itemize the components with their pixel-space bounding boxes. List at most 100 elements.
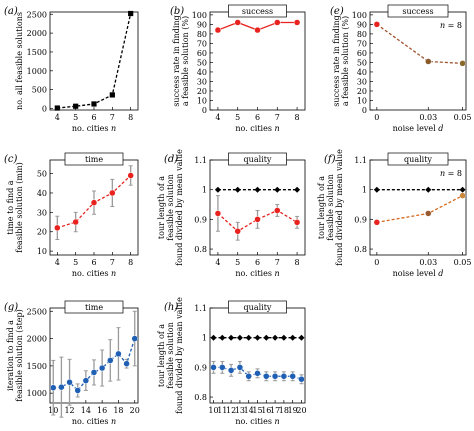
x-tick-label: 7 bbox=[275, 258, 280, 267]
title-box bbox=[228, 4, 287, 18]
x-tick-label: 0.03 bbox=[419, 258, 437, 267]
data-point bbox=[107, 357, 114, 364]
y-axis-label: tour length of afeasible solutionfound d… bbox=[317, 149, 344, 266]
series-0 bbox=[373, 21, 466, 67]
title-box-label: time bbox=[85, 155, 103, 164]
x-tick-label: 18 bbox=[279, 406, 289, 415]
data-point bbox=[214, 210, 222, 217]
y-tick-label: 0.8 bbox=[354, 245, 367, 254]
x-tick-label: 5 bbox=[235, 258, 240, 267]
title-box-label: time bbox=[85, 303, 103, 312]
y-tick-label: 1.1 bbox=[194, 304, 207, 313]
x-tick-label: 14 bbox=[244, 406, 254, 415]
y-tick-label: 0.9 bbox=[194, 363, 207, 372]
x-axis-label: noise level d bbox=[393, 124, 444, 133]
data-point bbox=[131, 335, 138, 342]
data-point bbox=[236, 334, 243, 341]
x-tick-label: 7 bbox=[275, 113, 280, 122]
panel-c: (c) 4 5 6 7 8 10 20 30 40 50 no. cities n time to fi… bbox=[4, 152, 139, 278]
plot-frame bbox=[209, 11, 306, 111]
data-point bbox=[373, 219, 381, 226]
x-tick-label: 0 bbox=[374, 113, 379, 122]
x-tick-label: 20 bbox=[296, 406, 306, 415]
annotation: n = 8 bbox=[440, 169, 462, 178]
y-tick-label: 10 bbox=[357, 96, 367, 105]
x-tick-label: 6 bbox=[255, 258, 260, 267]
data-point bbox=[459, 186, 466, 193]
data-point bbox=[73, 103, 79, 109]
y-tick-label: 60 bbox=[357, 49, 367, 58]
series-1 bbox=[373, 192, 466, 226]
data-point bbox=[459, 60, 466, 67]
x-tick-label: 8 bbox=[295, 258, 300, 267]
data-point bbox=[91, 101, 97, 107]
y-axis-label: tour length of afeasible solutionfound d… bbox=[157, 297, 184, 414]
series-1 bbox=[210, 360, 305, 385]
x-tick-label: 20 bbox=[130, 406, 140, 415]
data-point bbox=[127, 172, 134, 179]
panel-e: (e)0 0.03 0.050102030405060708090100noise … bbox=[330, 4, 471, 133]
data-point bbox=[280, 373, 288, 380]
data-point bbox=[254, 334, 261, 341]
y-tick-label: 70 bbox=[357, 39, 367, 48]
y-tick-label: 2500 bbox=[27, 307, 47, 316]
y-axis-label: time to find afeasible solution (min) bbox=[6, 162, 24, 253]
y-tick-label: 10 bbox=[197, 96, 207, 105]
annotation: n = 8 bbox=[440, 21, 462, 30]
data-point bbox=[54, 224, 61, 232]
panel-label: (d) bbox=[164, 154, 178, 165]
data-point bbox=[298, 376, 305, 383]
data-point bbox=[74, 387, 81, 394]
y-tick-label: 70 bbox=[197, 39, 207, 48]
y-axis-label: success rate in findinga feasible soluti… bbox=[332, 15, 350, 107]
plot-frame bbox=[209, 159, 306, 256]
y-tick-label: 0 bbox=[362, 106, 367, 115]
y-tick-label: 1.1 bbox=[354, 156, 367, 165]
series-0 bbox=[214, 186, 301, 193]
x-tick-label: 5 bbox=[73, 113, 78, 122]
y-tick-label: 50 bbox=[37, 170, 47, 179]
x-axis-label: no. cities n bbox=[72, 417, 116, 426]
data-point bbox=[90, 199, 98, 206]
y-tick-label: 1.1 bbox=[194, 156, 207, 165]
y-tick-label: 100 bbox=[192, 11, 207, 20]
plot-frame bbox=[49, 11, 139, 111]
data-point bbox=[274, 19, 281, 26]
y-tick-label: 2000 bbox=[27, 335, 47, 344]
series-0 bbox=[214, 19, 301, 34]
data-point bbox=[210, 334, 217, 341]
y-tick-label: 1500 bbox=[27, 48, 47, 57]
x-tick-label: 4 bbox=[55, 113, 60, 122]
title-box-label: quality bbox=[404, 155, 432, 164]
title-box-label: success bbox=[242, 7, 273, 16]
data-point bbox=[293, 219, 301, 226]
title-box bbox=[64, 152, 124, 166]
data-point bbox=[72, 218, 79, 226]
x-tick-label: 6 bbox=[91, 113, 96, 122]
data-point bbox=[219, 334, 226, 341]
series-line bbox=[57, 13, 132, 109]
data-point bbox=[50, 384, 57, 391]
y-tick-label: 60 bbox=[197, 49, 207, 58]
x-tick-label: 4 bbox=[215, 113, 220, 122]
data-point bbox=[234, 19, 241, 26]
y-tick-label: 20 bbox=[357, 87, 367, 96]
y-tick-label: 80 bbox=[197, 30, 207, 39]
y-tick-label: 1500 bbox=[27, 362, 47, 371]
data-point bbox=[263, 334, 270, 341]
plot-frame bbox=[209, 307, 306, 404]
y-tick-label: 0.8 bbox=[194, 245, 207, 254]
y-tick-label: 20 bbox=[37, 228, 47, 237]
data-point bbox=[214, 26, 222, 34]
x-tick-label: 17 bbox=[270, 406, 280, 415]
y-tick-label: 40 bbox=[357, 68, 367, 77]
y-tick-label: 1 bbox=[362, 186, 367, 195]
y-tick-label: 10 bbox=[37, 247, 47, 256]
title-box-label: quality bbox=[244, 303, 272, 312]
panel-g: (g)1012141618201000150020002500no. citie… bbox=[4, 300, 140, 426]
data-point bbox=[425, 186, 432, 193]
panel-f: (f) 0 0.03 0.05 0.8 0.9 1 1.1 noise level d tour … bbox=[317, 149, 471, 278]
y-tick-label: 0.9 bbox=[354, 215, 367, 224]
panel-d: (d) 4 5 6 7 8 0.8 0.9 1 1.1 no. cities n tour lengt… bbox=[157, 149, 306, 278]
